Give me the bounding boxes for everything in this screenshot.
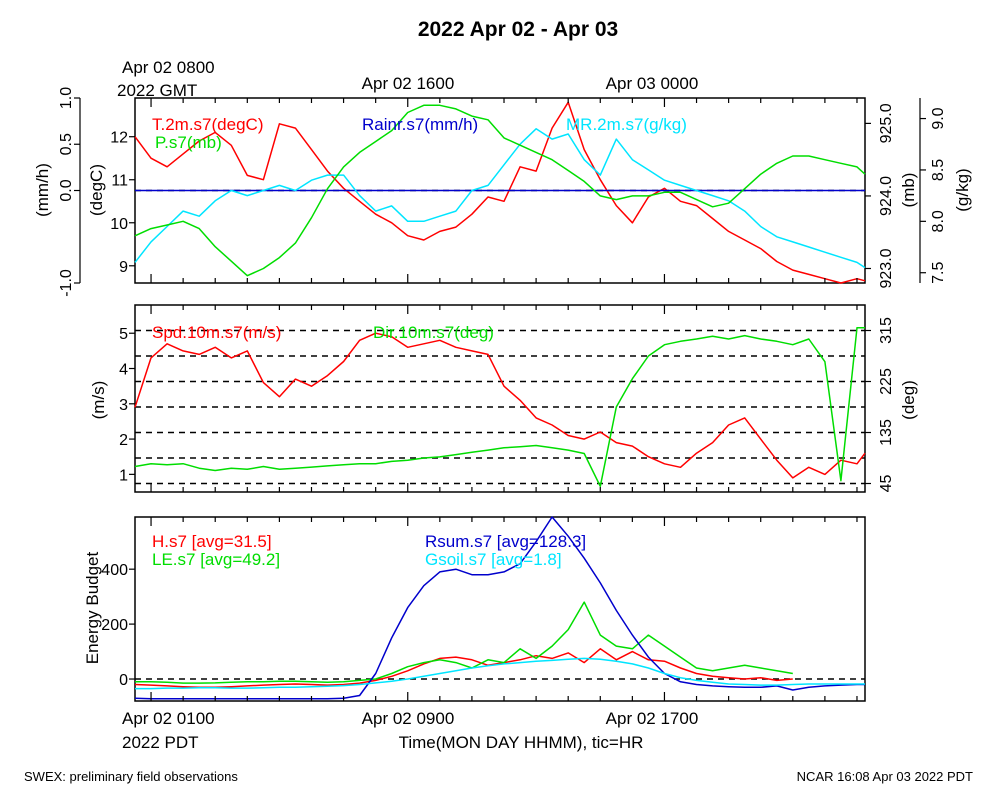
gmt-end-label: Apr 03 0000 (606, 74, 699, 93)
series-le-s7 (135, 601, 793, 684)
pdt-end-label: Apr 02 1700 (606, 709, 699, 728)
axis-ticks: -1.00.00.51.09101112923.0924.0925.07.58.… (58, 87, 947, 701)
ylabel-mixing-ratio: (g/kg) (953, 168, 972, 211)
y-tick-label: 400 (101, 562, 128, 579)
series-p-s7-mb (134, 104, 866, 277)
series-mr-2m-s7-g-kg (134, 128, 866, 269)
x-axis-label: Time(MON DAY HHMM), tic=HR (399, 733, 644, 752)
footer-left: SWEX: preliminary field observations (24, 769, 238, 784)
y-tick-label: 4 (119, 362, 128, 379)
y-tick-label: 924.0 (878, 176, 895, 216)
y-tick-label: 925.0 (878, 103, 895, 143)
panel-2-frame (134, 304, 866, 493)
y-tick-label: 923.0 (878, 248, 895, 288)
ylabel-rain: (mm/h) (33, 163, 52, 217)
legend-wind-direction: Dir.10m.s7(deg) (373, 323, 494, 342)
y-tick-label: 1.0 (58, 87, 75, 109)
pdt-mid-label: Apr 02 0900 (362, 709, 455, 728)
y-tick-label: 9.0 (930, 107, 947, 129)
legend-pressure: P.s7(mb) (155, 133, 222, 152)
y-tick-label: 225 (878, 368, 895, 395)
y-tick-label: 135 (878, 419, 895, 446)
series-h-s7 (134, 648, 793, 689)
legend-sensible-heat: H.s7 [avg=31.5] (152, 532, 272, 551)
series-spd-10m-s7-m-s (134, 332, 866, 479)
legend-mixing-ratio: MR.2m.s7(g/kg) (566, 115, 687, 134)
legend-rain-rate: Rainr.s7(mm/h) (362, 115, 478, 134)
y-tick-label: 2 (119, 432, 128, 449)
y-tick-label: 10 (110, 216, 128, 233)
series-dir-10m-s7-deg (134, 326, 865, 488)
y-tick-label: 5 (119, 326, 128, 343)
pdt-start-label: Apr 02 0100 (122, 709, 215, 728)
y-tick-label: -1.0 (58, 269, 75, 297)
ylabel-wind-speed: (m/s) (89, 381, 108, 420)
panel-3-series (134, 516, 865, 700)
ylabel-pressure: (mb) (899, 173, 918, 208)
y-tick-label: 1 (119, 467, 128, 484)
y-tick-label: 0 (119, 672, 128, 689)
legend-net-radiation: Rsum.s7 [avg=128.3] (425, 532, 586, 551)
footer-right: NCAR 16:08 Apr 03 2022 PDT (797, 769, 973, 784)
legend-wind-speed: Spd.10m.s7(m/s) (152, 323, 281, 342)
series-gsoil-s7 (135, 657, 865, 690)
y-tick-label: 0.5 (58, 133, 75, 155)
series-t-2m-s7-degc (134, 101, 866, 284)
y-tick-label: 200 (101, 617, 128, 634)
panel-2-reference-lines (135, 329, 865, 485)
y-tick-label: 8.5 (930, 159, 947, 181)
y-tick-label: 11 (111, 173, 128, 190)
gmt-start-label: Apr 02 0800 (122, 58, 215, 77)
legend-latent-heat: LE.s7 [avg=49.2] (152, 550, 280, 569)
gmt-start-year-label: 2022 GMT (117, 81, 197, 100)
y-tick-label: 8.0 (930, 210, 947, 232)
chart-title: 2022 Apr 02 - Apr 03 (418, 18, 618, 41)
panel-3-frame (134, 516, 866, 702)
ylabel-energy-budget: Energy Budget (83, 551, 102, 664)
ylabel-wind-direction: (deg) (899, 380, 918, 420)
y-tick-label: 45 (878, 475, 895, 493)
y-tick-label: 315 (878, 317, 895, 344)
gmt-mid-label: Apr 02 1600 (362, 74, 455, 93)
pdt-start-year-label: 2022 PDT (122, 733, 199, 752)
y-tick-label: 7.5 (930, 262, 947, 284)
legend-soil-heat: Gsoil.s7 [avg=1.8] (425, 550, 562, 569)
y-tick-label: 9 (119, 259, 128, 276)
series-rsum-s7 (134, 516, 865, 700)
ylabel-temperature: (degC) (87, 164, 106, 216)
legend-temperature: T.2m.s7(degC) (152, 115, 263, 134)
y-tick-label: 12 (110, 130, 128, 147)
panel-1-series (134, 101, 866, 284)
panel-2-series (134, 326, 866, 488)
y-tick-label: 0.0 (58, 179, 75, 201)
y-tick-label: 3 (119, 397, 128, 414)
